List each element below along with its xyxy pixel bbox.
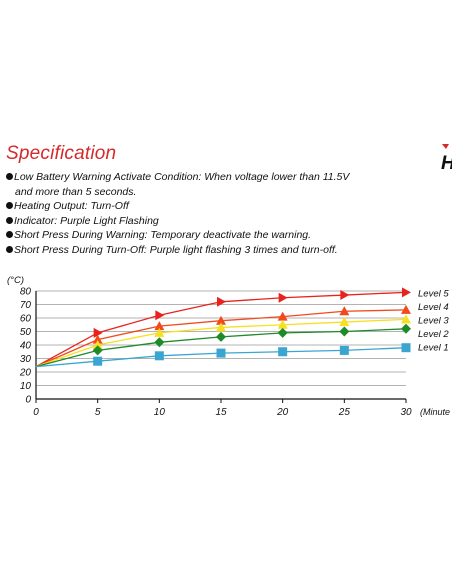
data-point-square: [339, 345, 349, 355]
data-point-triangle: [277, 319, 288, 329]
data-point-triangle: [92, 334, 103, 344]
data-point-triangle: [401, 304, 411, 314]
data-point-triangle-right: [93, 327, 103, 338]
y-tick-label: 80: [20, 287, 32, 298]
brand-logo-letter: H: [441, 153, 452, 175]
data-point-triangle: [339, 306, 350, 316]
data-point-triangle-right: [340, 290, 350, 301]
spec-text: Low Battery Warning Activate Condition: …: [14, 171, 350, 183]
x-tick-label: 25: [338, 407, 351, 418]
y-tick-label: 40: [20, 341, 32, 352]
x-tick-label: 0: [33, 407, 39, 418]
legend-label: Level 2: [418, 329, 449, 340]
bullet-icon: [6, 245, 13, 253]
page-title: Specification: [6, 143, 117, 164]
x-tick-label: 30: [400, 407, 412, 418]
temperature-chart: 0 10 20 30 40 50 60 70 80 0 5 10 15 20 25 30 (°C) (Minute…: [7, 275, 450, 418]
legend-label: Level 1: [418, 343, 449, 354]
spec-item: Short Press During Warning: Temporary de…: [6, 228, 446, 243]
y-axis-label: (°C): [7, 275, 24, 286]
legend-label: Level 3: [418, 316, 449, 327]
x-tick-label: 15: [215, 407, 227, 418]
y-tick-label: 30: [20, 354, 32, 365]
data-point-diamond: [339, 326, 350, 337]
y-tick-label: 50: [20, 327, 32, 338]
data-point-triangle-right: [402, 287, 411, 298]
data-point-triangle: [339, 317, 350, 327]
data-point-triangle: [277, 311, 288, 321]
legend-label: Level 5: [418, 289, 449, 300]
data-point-square: [93, 356, 103, 366]
brand-logo-mark: [442, 144, 449, 149]
data-point-square: [216, 348, 226, 358]
spec-text: Heating Output: Turn-Off: [14, 200, 129, 212]
spec-item: Short Press During Turn-Off: Purple ligh…: [6, 243, 446, 258]
data-point-triangle: [154, 327, 165, 337]
data-point-diamond: [154, 337, 165, 348]
data-point-square: [154, 351, 164, 361]
x-tick-label: 5: [95, 407, 101, 418]
data-point-diamond: [92, 345, 103, 356]
data-point-square: [278, 347, 288, 357]
x-tick-label: 10: [154, 407, 166, 418]
data-point-diamond: [216, 331, 226, 342]
bullet-icon: [6, 202, 13, 209]
data-point-triangle-right: [155, 310, 165, 321]
spec-text: and more than 5 seconds.: [15, 185, 137, 198]
spec-text: Short Press During Warning: Temporary de…: [14, 229, 312, 241]
spec-list: Low Battery Warning Activate Condition: …: [6, 170, 446, 257]
y-tick-label: 60: [20, 314, 32, 325]
bullet-icon: [6, 216, 13, 224]
x-axis-label: (Minute: [420, 407, 450, 417]
bullet-icon: [6, 231, 13, 238]
data-point-diamond: [277, 327, 288, 338]
brand-swoosh-icon: [442, 144, 449, 149]
data-point-triangle-right: [217, 296, 226, 307]
spec-item-continuation: and more than 5 seconds.: [6, 185, 446, 200]
data-point-triangle: [92, 340, 103, 349]
legend-label: Level 4: [418, 302, 449, 313]
data-point-triangle: [216, 315, 226, 325]
bullet-icon: [6, 173, 13, 180]
spec-item: Indicator: Purple Light Flashing: [6, 214, 446, 229]
data-point-diamond: [401, 323, 411, 334]
x-tick-label: 20: [276, 407, 289, 418]
spec-text: Short Press During Turn-Off: Purple ligh…: [14, 243, 338, 256]
y-tick-label: 10: [20, 381, 32, 392]
data-point-triangle: [216, 322, 226, 332]
y-tick-label: 0: [25, 395, 31, 406]
data-point-triangle: [154, 321, 165, 331]
y-tick-label: 20: [19, 368, 32, 379]
data-point-square: [401, 343, 411, 353]
y-tick-label: 70: [20, 300, 32, 311]
data-point-triangle-right: [278, 292, 288, 303]
spec-item: Heating Output: Turn-Off: [6, 199, 446, 214]
data-point-triangle: [401, 314, 411, 324]
spec-item: Low Battery Warning Activate Condition: …: [6, 170, 446, 185]
spec-text: Indicator: Purple Light Flashing: [14, 214, 159, 227]
